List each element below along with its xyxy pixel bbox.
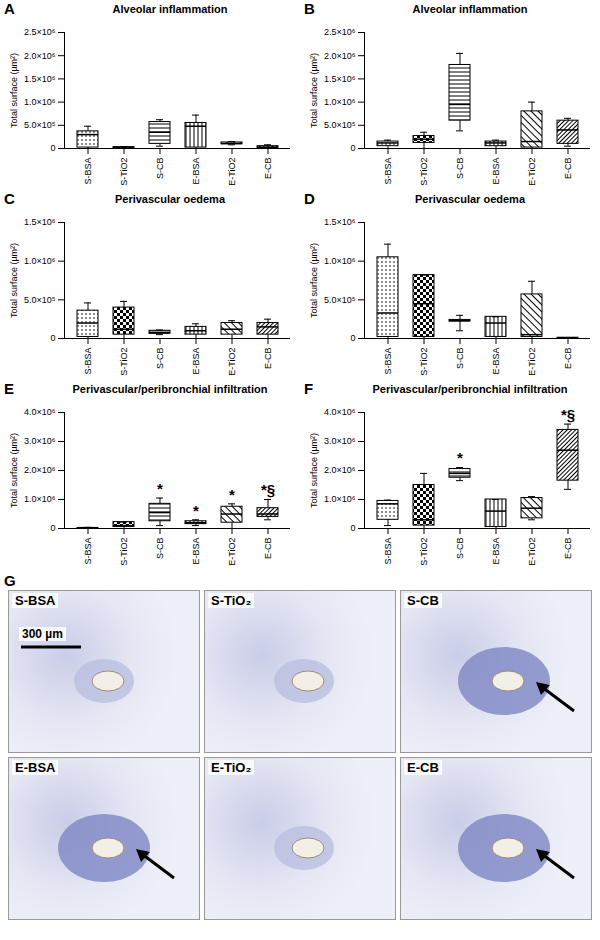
svg-text:E-TiO2: E-TiO2 xyxy=(527,538,537,566)
svg-text:S-CB: S-CB xyxy=(155,158,165,180)
svg-text:S-CB: S-CB xyxy=(455,348,465,370)
svg-text:E-TiO2: E-TiO2 xyxy=(527,348,537,376)
svg-text:Total surface (µm²): Total surface (µm²) xyxy=(309,243,319,318)
svg-text:Total surface (µm²): Total surface (µm²) xyxy=(9,243,19,318)
svg-text:S-TiO2: S-TiO2 xyxy=(119,158,129,186)
html-text:C: C xyxy=(4,190,15,207)
svg-text:1.0×10⁶: 1.0×10⁶ xyxy=(324,97,356,107)
svg-text:E-TiO2: E-TiO2 xyxy=(227,538,237,566)
svg-text:2.5×10⁶: 2.5×10⁶ xyxy=(24,27,56,37)
svg-text:S-BSA: S-BSA xyxy=(383,348,393,375)
svg-text:1.0×10⁶: 1.0×10⁶ xyxy=(324,256,356,266)
svg-text:E-CB: E-CB xyxy=(563,538,573,560)
svg-text:0: 0 xyxy=(50,523,55,533)
svg-text:E-BSA: E-BSA xyxy=(191,538,201,565)
svg-text:S-TiO2: S-TiO2 xyxy=(419,538,429,566)
svg-text:5.0×10⁵: 5.0×10⁵ xyxy=(324,295,356,305)
svg-text:E-TiO2: E-TiO2 xyxy=(227,158,237,186)
svg-text:S-BSA: S-BSA xyxy=(383,538,393,565)
svg-text:*§: *§ xyxy=(261,481,275,498)
svg-text:S-BSA: S-BSA xyxy=(83,538,93,565)
svg-text:S-CB: S-CB xyxy=(155,538,165,560)
html-text:S-BSA: S-BSA xyxy=(15,593,56,608)
svg-text:0: 0 xyxy=(50,333,55,343)
svg-text:Total surface (µm²): Total surface (µm²) xyxy=(9,433,19,508)
svg-text:*: * xyxy=(457,449,463,466)
svg-text:*: * xyxy=(193,502,199,519)
html-text:Perivascular/peribronchial inf: Perivascular/peribronchial infiltration xyxy=(72,383,268,395)
svg-text:S-BSA: S-BSA xyxy=(83,158,93,185)
svg-text:S-BSA: S-BSA xyxy=(383,158,393,185)
svg-text:E-TiO2: E-TiO2 xyxy=(527,158,537,186)
svg-text:E-CB: E-CB xyxy=(563,158,573,180)
svg-text:E-BSA: E-BSA xyxy=(491,538,501,565)
html-text:E-CB: E-CB xyxy=(407,760,439,775)
svg-text:S-CB: S-CB xyxy=(455,538,465,560)
svg-text:1.5×10⁶: 1.5×10⁶ xyxy=(24,217,56,227)
svg-text:0: 0 xyxy=(350,143,355,153)
svg-text:S-TiO2: S-TiO2 xyxy=(419,348,429,376)
svg-text:3.0×10⁶: 3.0×10⁶ xyxy=(24,436,56,446)
svg-text:1.5×10⁶: 1.5×10⁶ xyxy=(324,74,356,84)
svg-text:2.0×10⁶: 2.0×10⁶ xyxy=(24,51,56,61)
svg-text:E-TiO2: E-TiO2 xyxy=(227,348,237,376)
svg-text:5.0×10⁵: 5.0×10⁵ xyxy=(324,120,356,130)
svg-text:*: * xyxy=(229,486,235,503)
svg-text:S-CB: S-CB xyxy=(455,158,465,180)
svg-text:1.0×10⁶: 1.0×10⁶ xyxy=(324,494,356,504)
svg-text:1.0×10⁶: 1.0×10⁶ xyxy=(24,494,56,504)
svg-text:*: * xyxy=(157,480,163,497)
svg-text:E-CB: E-CB xyxy=(263,158,273,180)
svg-text:E-BSA: E-BSA xyxy=(491,158,501,185)
html-text:Perivascular/peribronchial inf: Perivascular/peribronchial infiltration xyxy=(372,383,568,395)
svg-text:1.0×10⁶: 1.0×10⁶ xyxy=(24,97,56,107)
svg-text:1.5×10⁶: 1.5×10⁶ xyxy=(24,74,56,84)
svg-text:Total surface (µm²): Total surface (µm²) xyxy=(309,53,319,128)
svg-text:S-BSA: S-BSA xyxy=(83,348,93,375)
svg-text:Total surface (µm²): Total surface (µm²) xyxy=(309,433,319,508)
html-text:Perivascular oedema: Perivascular oedema xyxy=(115,193,225,205)
html-text:B: B xyxy=(304,0,315,17)
html-text:Perivascular oedema: Perivascular oedema xyxy=(415,193,525,205)
html-text:Alveolar inflammation: Alveolar inflammation xyxy=(112,3,228,15)
svg-text:3.0×10⁶: 3.0×10⁶ xyxy=(324,436,356,446)
svg-text:2.0×10⁶: 2.0×10⁶ xyxy=(324,465,356,475)
svg-text:5.0×10⁵: 5.0×10⁵ xyxy=(24,295,56,305)
svg-text:E-BSA: E-BSA xyxy=(491,348,501,375)
svg-text:S-TiO2: S-TiO2 xyxy=(119,538,129,566)
svg-text:S-TiO2: S-TiO2 xyxy=(419,158,429,186)
svg-text:Total surface (µm²): Total surface (µm²) xyxy=(9,53,19,128)
svg-text:S-TiO2: S-TiO2 xyxy=(119,348,129,376)
svg-text:2.0×10⁶: 2.0×10⁶ xyxy=(24,465,56,475)
svg-text:*§: *§ xyxy=(561,406,575,423)
html-text:E: E xyxy=(4,380,14,397)
svg-text:E-CB: E-CB xyxy=(263,348,273,370)
html-text:G: G xyxy=(4,572,16,589)
html-text:A: A xyxy=(4,0,15,17)
svg-text:2.5×10⁶: 2.5×10⁶ xyxy=(324,27,356,37)
svg-text:1.0×10⁶: 1.0×10⁶ xyxy=(24,256,56,266)
html-text:E-BSA: E-BSA xyxy=(15,760,56,775)
svg-text:S-CB: S-CB xyxy=(155,348,165,370)
html-text:Alveolar inflammation: Alveolar inflammation xyxy=(412,3,528,15)
svg-text:1.5×10⁶: 1.5×10⁶ xyxy=(324,217,356,227)
svg-text:E-BSA: E-BSA xyxy=(191,158,201,185)
html-text:D: D xyxy=(304,190,315,207)
svg-text:5.0×10⁵: 5.0×10⁵ xyxy=(24,120,56,130)
svg-text:E-BSA: E-BSA xyxy=(191,348,201,375)
html-text:S-CB: S-CB xyxy=(407,593,439,608)
html-text:E-TiO₂: E-TiO₂ xyxy=(211,760,252,775)
html-text:S-TiO₂: S-TiO₂ xyxy=(211,593,252,608)
svg-text:E-CB: E-CB xyxy=(263,538,273,560)
svg-text:2.0×10⁶: 2.0×10⁶ xyxy=(324,51,356,61)
html-text:300 µm: 300 µm xyxy=(22,627,63,641)
svg-text:0: 0 xyxy=(50,143,55,153)
svg-text:4.0×10⁶: 4.0×10⁶ xyxy=(24,407,56,417)
html-text:F: F xyxy=(304,380,314,397)
svg-text:E-CB: E-CB xyxy=(563,348,573,370)
svg-text:0: 0 xyxy=(350,523,355,533)
svg-text:4.0×10⁶: 4.0×10⁶ xyxy=(324,407,356,417)
svg-text:0: 0 xyxy=(350,333,355,343)
